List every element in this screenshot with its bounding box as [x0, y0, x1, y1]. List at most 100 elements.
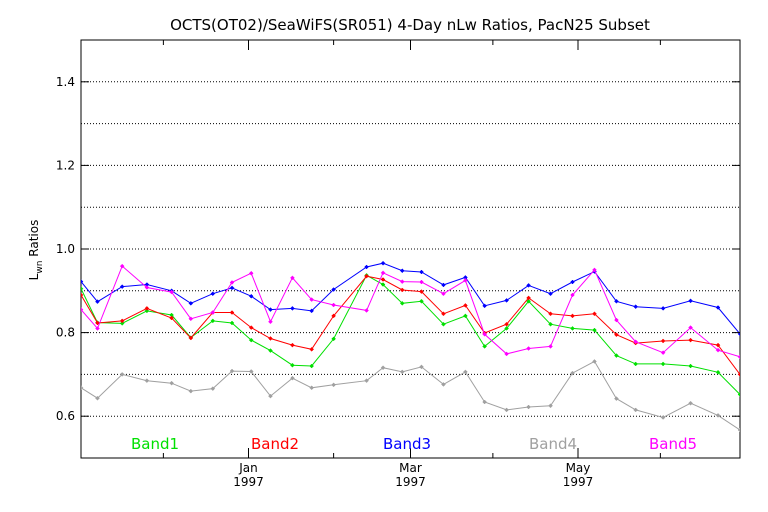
data-point-band4 — [331, 382, 336, 388]
data-point-band2 — [614, 332, 619, 338]
data-point-band3 — [331, 287, 336, 292]
data-point-band4 — [660, 415, 666, 420]
data-point-band4 — [570, 370, 575, 376]
data-point-band5 — [526, 346, 531, 351]
data-point-band3 — [504, 298, 509, 303]
data-point-band5 — [290, 275, 295, 281]
data-point-band2 — [188, 335, 194, 341]
data-point-band2 — [570, 313, 575, 319]
data-point-band5 — [331, 302, 336, 308]
data-point-band5 — [614, 317, 619, 323]
data-point-band1 — [290, 362, 295, 368]
data-point-band5 — [660, 350, 666, 356]
data-point-band4 — [188, 388, 194, 394]
data-point-band5 — [169, 289, 174, 295]
data-point-band3 — [188, 300, 194, 306]
data-point-band2 — [441, 311, 446, 317]
data-point-band2 — [660, 338, 666, 344]
plot-frame — [80, 39, 741, 459]
data-point-band3 — [570, 279, 575, 285]
data-point-band5 — [419, 279, 424, 285]
data-point-band4 — [548, 403, 553, 409]
data-point-band2 — [737, 372, 740, 377]
data-point-band1 — [660, 361, 666, 367]
data-point-band5 — [95, 326, 100, 331]
data-point-band4 — [633, 407, 639, 413]
y-axis-label-rest: Ratios — [27, 220, 41, 261]
data-point-band5 — [81, 307, 84, 312]
data-point-band5 — [463, 277, 468, 283]
y-tick-label: 1.0 — [56, 242, 75, 256]
data-point-band5 — [737, 354, 740, 360]
data-point-band1 — [526, 298, 531, 304]
y-tick-label: 0.6 — [56, 409, 75, 423]
data-point-band3 — [95, 299, 100, 305]
data-point-band3 — [548, 291, 553, 297]
data-point-band2 — [81, 292, 84, 298]
legend-band3: Band3 — [383, 435, 431, 453]
data-point-band2 — [229, 310, 235, 315]
data-point-band4 — [95, 395, 100, 401]
x-tick-label: Mar — [399, 461, 422, 475]
x-tick-label: May — [566, 461, 591, 475]
data-point-band1 — [380, 282, 386, 287]
data-point-band3 — [364, 264, 369, 270]
data-point-band2 — [169, 315, 174, 321]
data-point-band3 — [660, 306, 666, 311]
data-point-band2 — [268, 336, 273, 341]
data-point-band2 — [309, 346, 315, 352]
data-point-band2 — [399, 287, 405, 293]
data-point-band5 — [229, 280, 235, 285]
data-point-band2 — [119, 318, 125, 324]
data-point-band4 — [482, 399, 487, 405]
data-point-band1 — [688, 363, 693, 369]
data-point-band2 — [248, 325, 254, 330]
x-tick-label-year: 1997 — [395, 475, 426, 489]
data-point-band5 — [633, 339, 639, 345]
data-point-band4 — [248, 369, 254, 374]
data-point-band1 — [229, 320, 235, 326]
data-point-band4 — [119, 372, 125, 377]
data-point-band2 — [419, 289, 424, 294]
data-point-band4 — [169, 380, 174, 386]
data-point-band3 — [441, 282, 446, 288]
data-point-band2 — [144, 306, 150, 311]
data-point-band2 — [592, 311, 597, 317]
data-point-band4 — [715, 413, 721, 418]
series-line-band5 — [81, 265, 740, 358]
data-point-band3 — [210, 291, 216, 297]
data-point-band4 — [419, 364, 424, 370]
data-point-band3 — [290, 306, 295, 311]
data-point-band5 — [688, 325, 693, 330]
data-point-band3 — [119, 284, 125, 289]
data-point-band5 — [144, 285, 150, 290]
data-point-band5 — [592, 267, 597, 273]
data-point-band4 — [592, 359, 597, 364]
data-point-band2 — [331, 313, 336, 319]
x-tick-label-year: 1997 — [233, 475, 264, 489]
data-point-band5 — [482, 331, 487, 337]
data-point-band4 — [290, 375, 295, 381]
data-point-band2 — [380, 277, 386, 282]
data-point-band2 — [290, 342, 295, 348]
data-point-band1 — [268, 348, 273, 353]
data-point-band4 — [380, 365, 386, 371]
chart-title: OCTS(OT02)/SeaWiFS(SR051) 4-Day nLw Rati… — [170, 16, 650, 34]
data-point-band5 — [548, 344, 553, 349]
data-point-band4 — [399, 369, 405, 375]
data-point-band5 — [364, 308, 369, 313]
data-point-band5 — [248, 270, 254, 276]
y-axis-label: Lwn Ratios — [27, 220, 45, 281]
legend-band1: Band1 — [131, 435, 179, 453]
data-point-band3 — [526, 283, 531, 288]
data-point-band5 — [380, 270, 386, 276]
data-point-band4 — [463, 369, 468, 375]
data-point-band3 — [380, 260, 386, 266]
data-point-band2 — [715, 342, 721, 348]
y-axis-label-main: L — [27, 273, 41, 280]
data-point-band5 — [570, 292, 575, 298]
data-point-band1 — [633, 361, 639, 367]
data-point-band3 — [633, 304, 639, 310]
